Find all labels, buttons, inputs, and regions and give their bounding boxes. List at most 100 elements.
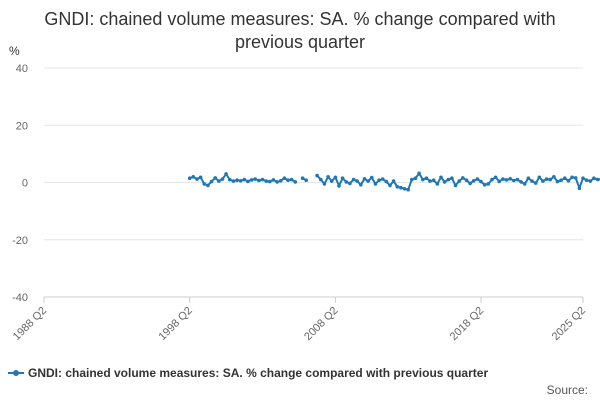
data-point — [355, 179, 360, 183]
data-point — [424, 176, 429, 180]
chart-title: GNDI: chained volume measures: SA. % cha… — [44, 9, 556, 52]
data-point — [537, 175, 542, 180]
data-point — [195, 177, 199, 181]
data-point — [187, 176, 192, 180]
data-point — [559, 178, 563, 182]
data-point — [548, 177, 552, 182]
data-point — [340, 176, 345, 180]
x-tick-label: 2018 Q2 — [448, 305, 486, 343]
legend[interactable]: GNDI: chained volume measures: SA. % cha… — [8, 366, 488, 380]
data-point — [348, 181, 352, 186]
data-point — [584, 178, 589, 182]
data-point — [377, 178, 381, 182]
data-point — [275, 180, 279, 184]
data-point — [482, 183, 487, 187]
data-point — [359, 183, 363, 187]
data-point — [370, 175, 374, 180]
data-point — [442, 180, 447, 184]
data-point — [497, 179, 502, 184]
y-axis-tick-labels: 40 20 0 -20 -40 — [12, 63, 28, 304]
data-point — [471, 179, 476, 183]
data-point — [395, 185, 400, 189]
x-axis-tick-labels: 1988 Q2 1998 Q2 2008 Q2 2018 Q2 2025 Q2 — [11, 305, 588, 343]
data-point — [530, 179, 534, 183]
data-point — [388, 183, 392, 188]
data-point — [319, 177, 323, 182]
data-point — [246, 179, 250, 184]
data-point — [431, 178, 436, 182]
data-point — [351, 177, 356, 182]
data-point — [570, 175, 574, 180]
data-point — [515, 177, 520, 182]
y-tick-label: 20 — [16, 120, 28, 132]
data-point — [213, 176, 217, 180]
y-tick-label: -40 — [12, 292, 28, 304]
data-point — [399, 185, 403, 190]
data-point — [337, 184, 341, 188]
data-point — [512, 178, 516, 183]
data-point — [475, 177, 480, 181]
data-point — [421, 177, 425, 182]
data-point — [249, 178, 254, 182]
data-point — [588, 179, 593, 183]
data-point — [282, 176, 287, 180]
data-point — [289, 177, 294, 182]
x-tick-label: 2008 Q2 — [302, 305, 340, 343]
data-point — [544, 177, 549, 181]
data-point — [566, 179, 571, 183]
data-point — [333, 175, 338, 180]
data-point — [406, 187, 411, 192]
data-point — [264, 179, 269, 183]
gridlines — [44, 67, 583, 241]
data-point — [380, 177, 385, 181]
y-axis-unit-label: % — [9, 44, 20, 58]
data-point — [293, 180, 298, 184]
data-point — [501, 177, 505, 181]
data-point — [577, 186, 582, 190]
data-point — [206, 183, 210, 188]
data-point — [526, 176, 531, 180]
data-point — [508, 177, 512, 181]
data-point — [231, 179, 236, 183]
data-point — [278, 179, 283, 183]
data-point — [227, 177, 232, 182]
data-point — [450, 176, 454, 180]
data-point — [464, 178, 469, 182]
data-point — [362, 177, 367, 181]
data-point — [191, 175, 196, 179]
data-point — [209, 179, 214, 184]
data-point — [238, 179, 243, 183]
legend-marker-icon — [8, 368, 24, 378]
data-point — [439, 175, 443, 180]
data-point — [581, 176, 585, 180]
data-point — [461, 176, 465, 180]
data-point — [329, 179, 334, 183]
data-point — [260, 177, 265, 182]
data-point — [410, 177, 414, 182]
data-point — [242, 177, 247, 182]
data-series — [187, 171, 600, 192]
y-tick-label: 0 — [22, 178, 28, 190]
data-point — [344, 180, 349, 184]
data-point — [271, 178, 276, 182]
data-point — [490, 177, 494, 182]
data-point — [479, 179, 483, 184]
data-point — [519, 180, 523, 184]
data-point — [504, 178, 509, 182]
data-point — [373, 182, 378, 186]
data-point — [326, 175, 330, 179]
data-point — [533, 181, 538, 185]
data-point — [468, 181, 472, 186]
data-point — [573, 176, 578, 180]
data-point — [592, 176, 596, 180]
data-point — [457, 179, 462, 183]
x-tick-label: 2025 Q2 — [550, 305, 588, 343]
data-point — [235, 178, 239, 182]
data-point — [417, 171, 421, 176]
data-point — [453, 183, 458, 188]
data-point — [541, 179, 545, 183]
y-tick-label: -20 — [12, 235, 28, 247]
data-point — [300, 176, 305, 180]
